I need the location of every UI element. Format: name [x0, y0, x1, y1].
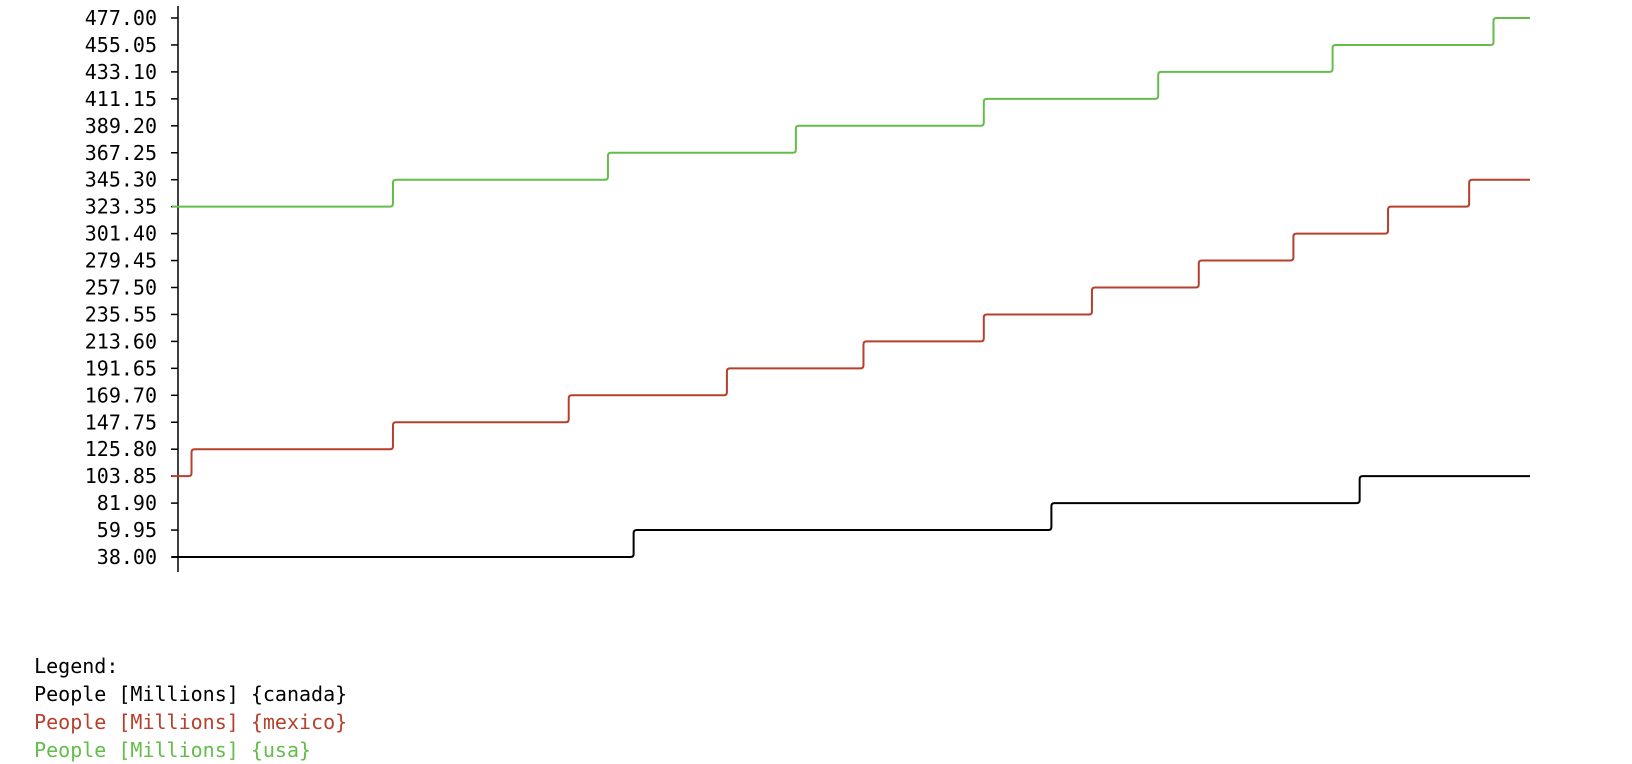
y-tick-label: 38.00 [97, 545, 157, 569]
legend: Legend: People [Millions] {canada} Peopl… [10, 624, 393, 762]
y-tick-label: 411.15 [85, 87, 157, 111]
y-tick-label: 147.75 [85, 410, 157, 434]
y-tick-label: 125.80 [85, 437, 157, 461]
y-axis: 477.00 455.05 433.10 411.15 389.20 367.25 345.… [85, 6, 179, 572]
y-tick-label: 213.60 [85, 329, 157, 353]
y-tick-label: 301.40 [85, 222, 157, 246]
series-line-1 [172, 178, 1530, 478]
legend-entry-usa: People [Millions] {usa} [34, 738, 312, 762]
legend-title: Legend: [34, 654, 119, 678]
y-tick-label: 455.05 [85, 33, 157, 57]
series-layer [172, 17, 1530, 558]
y-tick-label: 389.20 [85, 114, 157, 138]
y-tick-label: 191.65 [85, 356, 157, 380]
legend-entry-mexico: People [Millions] {mexico} [34, 710, 348, 734]
y-tick-label: 257.50 [85, 276, 157, 300]
series-line-2 [172, 17, 1530, 208]
legend-entry-canada: People [Millions] {canada} [34, 682, 348, 706]
y-tick-label: 323.35 [85, 195, 157, 219]
y-tick-label: 235.55 [85, 302, 157, 326]
series-line-0 [172, 475, 1530, 558]
y-tick-label: 59.95 [97, 518, 157, 542]
y-tick-label: 81.90 [97, 491, 157, 515]
y-tick-label: 103.85 [85, 464, 157, 488]
y-tick-label: 367.25 [85, 141, 157, 165]
y-tick-label: 345.30 [85, 168, 157, 192]
y-tick-label: 477.00 [85, 6, 157, 30]
y-tick-label: 279.45 [85, 249, 157, 273]
chart: 477.00 455.05 433.10 411.15 389.20 367.25 345.… [85, 6, 1530, 572]
y-tick-label: 433.10 [85, 60, 157, 84]
y-tick-label: 169.70 [85, 383, 157, 407]
